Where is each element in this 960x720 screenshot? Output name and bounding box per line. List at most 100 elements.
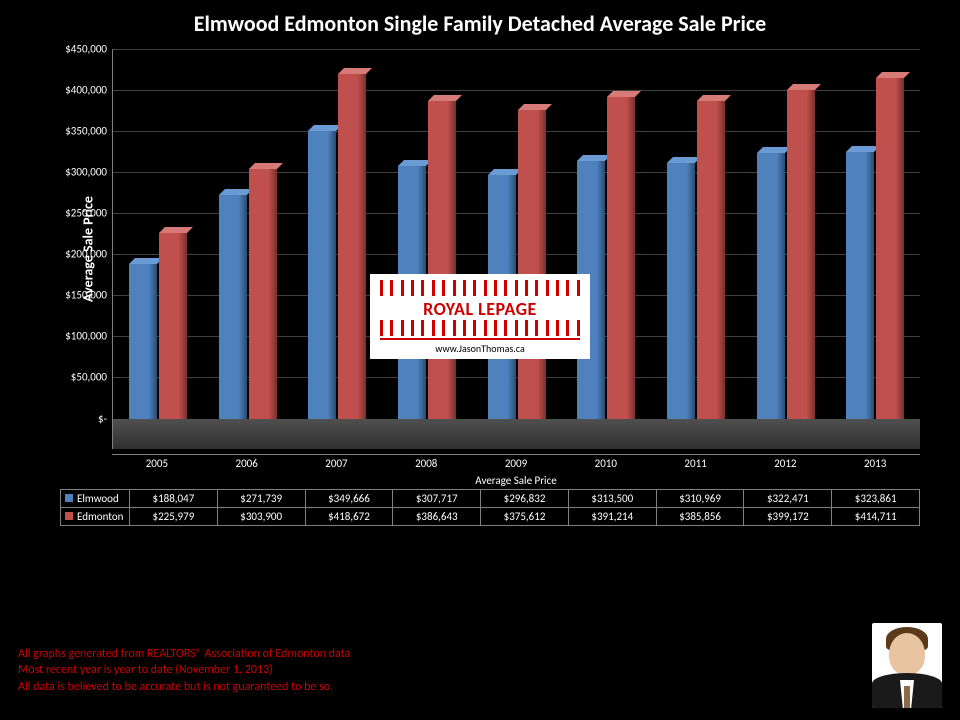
avatar-head xyxy=(889,633,925,675)
x-axis-year-label: 2007 xyxy=(292,454,382,474)
x-axis-year-label: 2005 xyxy=(112,454,202,474)
y-tick-label: $200,000 xyxy=(65,248,107,261)
x-axis-title: Average Sale Price xyxy=(112,474,920,487)
bar-edmonton xyxy=(338,74,366,418)
table-cell: $313,500 xyxy=(569,490,657,507)
footer-disclaimer: All graphs generated from REALTORS® Asso… xyxy=(18,646,350,696)
table-cell: $385,856 xyxy=(657,508,745,525)
bar-elmwood xyxy=(129,264,157,419)
table-row-label: Edmonton xyxy=(60,508,130,525)
bar-face xyxy=(846,152,874,418)
x-axis-year-label: 2013 xyxy=(830,454,920,474)
y-tick-label: $150,000 xyxy=(65,289,107,302)
bar-face xyxy=(249,169,277,419)
year-group xyxy=(113,49,203,419)
year-group xyxy=(741,49,831,419)
y-tick-label: $100,000 xyxy=(65,330,107,343)
bar-face xyxy=(219,195,247,418)
table-cell: $296,832 xyxy=(481,490,569,507)
bar-elmwood xyxy=(308,131,336,419)
year-group xyxy=(292,49,382,419)
year-group xyxy=(472,49,562,419)
table-cell: $386,643 xyxy=(393,508,481,525)
bar-face xyxy=(308,131,336,419)
year-group xyxy=(830,49,920,419)
table-cell: $399,172 xyxy=(744,508,832,525)
table-cell: $225,979 xyxy=(130,508,218,525)
bar-edmonton xyxy=(607,97,635,419)
chart-floor xyxy=(113,419,920,449)
bar-edmonton xyxy=(428,101,456,419)
table-cell: $391,214 xyxy=(569,508,657,525)
bars-container xyxy=(113,49,920,419)
bar-face xyxy=(697,101,725,418)
bar-face xyxy=(757,153,785,418)
x-axis-year-label: 2010 xyxy=(561,454,651,474)
legend-color-icon xyxy=(65,512,73,520)
y-tick-label: $400,000 xyxy=(65,83,107,96)
year-group xyxy=(561,49,651,419)
bar-elmwood xyxy=(667,163,695,419)
watermark-brand: ROYAL LEPAGE xyxy=(380,298,580,320)
table-cell: $349,666 xyxy=(306,490,394,507)
legend-color-icon xyxy=(65,494,73,502)
y-tick-label: $50,000 xyxy=(71,371,107,384)
table-row: Elmwood$188,047$271,739$349,666$307,717$… xyxy=(60,489,920,507)
bar-face xyxy=(667,163,695,419)
table-cell: $322,471 xyxy=(744,490,832,507)
footer-line-1: All graphs generated from REALTORS® Asso… xyxy=(18,646,350,663)
watermark-logo: ROYAL LEPAGE www.JasonThomas.ca xyxy=(370,274,590,359)
table-cell: $188,047 xyxy=(130,490,218,507)
table-cell: $375,612 xyxy=(481,508,569,525)
bar-edmonton xyxy=(697,101,725,418)
y-tick-label: $450,000 xyxy=(65,42,107,55)
table-row-label: Elmwood xyxy=(60,490,130,507)
y-tick-label: $350,000 xyxy=(65,124,107,137)
bar-elmwood xyxy=(757,153,785,418)
table-cell: $303,900 xyxy=(218,508,306,525)
table-cell: $418,672 xyxy=(306,508,394,525)
bar-face xyxy=(159,233,187,419)
table-cell: $414,711 xyxy=(832,508,920,525)
x-axis-year-label: 2006 xyxy=(202,454,292,474)
watermark-bars-bottom xyxy=(380,320,580,336)
year-group xyxy=(651,49,741,419)
x-axis-year-label: 2008 xyxy=(381,454,471,474)
year-group xyxy=(203,49,293,419)
data-table: Elmwood$188,047$271,739$349,666$307,717$… xyxy=(60,489,920,526)
table-row: Edmonton$225,979$303,900$418,672$386,643… xyxy=(60,507,920,526)
bar-face xyxy=(518,110,546,419)
footer-line-3: All data is believed to be accurate but … xyxy=(18,679,350,696)
plot-area xyxy=(112,49,920,449)
bar-face xyxy=(787,90,815,418)
table-cell: $310,969 xyxy=(657,490,745,507)
watermark-url: www.JasonThomas.ca xyxy=(380,338,580,355)
table-cell: $323,861 xyxy=(832,490,920,507)
bar-edmonton xyxy=(159,233,187,419)
bar-face xyxy=(607,97,635,419)
bar-edmonton xyxy=(787,90,815,418)
chart-area: Average Sale Price $- $50,000 $100,000 $150… xyxy=(30,49,930,539)
footer-line-2: Most recent year is year to date (Novemb… xyxy=(18,662,350,679)
y-tick-label: $300,000 xyxy=(65,165,107,178)
bar-edmonton xyxy=(876,78,904,419)
chart-title: Elmwood Edmonton Single Family Detached … xyxy=(0,0,960,44)
bar-elmwood xyxy=(219,195,247,418)
bar-face xyxy=(876,78,904,419)
table-cell: $271,739 xyxy=(218,490,306,507)
bar-face xyxy=(428,101,456,419)
bar-elmwood xyxy=(846,152,874,418)
legend-label-text: Elmwood xyxy=(77,492,119,505)
year-group xyxy=(382,49,472,419)
x-axis-labels: 200520062007200820092010201120122013 xyxy=(112,454,920,474)
avatar-tie xyxy=(904,686,910,708)
bar-face xyxy=(129,264,157,419)
y-tick-label: $- xyxy=(98,412,107,425)
watermark-bars-top xyxy=(380,280,580,296)
x-axis-year-label: 2012 xyxy=(740,454,830,474)
bar-face xyxy=(338,74,366,418)
y-tick-label: $250,000 xyxy=(65,207,107,220)
y-axis-ticks: $- $50,000 $100,000 $150,000 $200,000 $250,00… xyxy=(54,49,109,449)
agent-photo xyxy=(872,623,942,708)
table-cell: $307,717 xyxy=(393,490,481,507)
